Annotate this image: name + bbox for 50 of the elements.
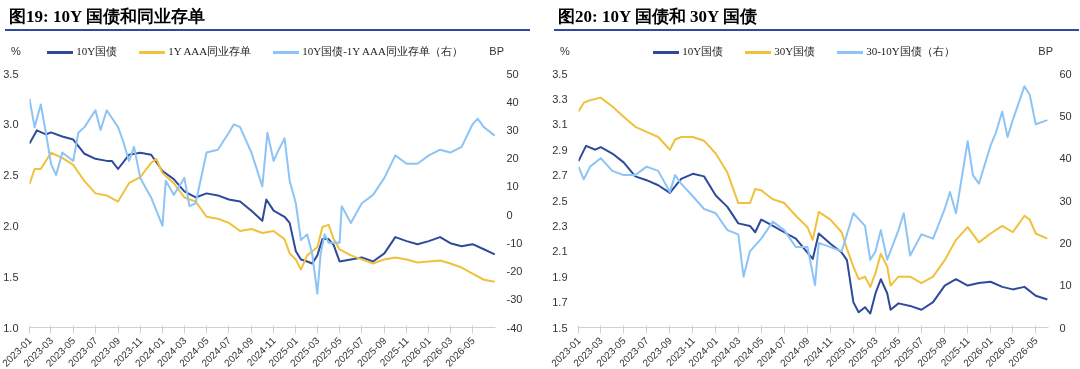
y-tick-label: 3.5 (3, 67, 19, 80)
legend-label: 10Y国债 (75, 44, 118, 59)
y2-tick-label: 0 (1059, 321, 1066, 334)
y2-tick-label: -10 (506, 236, 523, 249)
y2-axis-title: BP (489, 44, 504, 59)
y-tick-label: 3.5 (552, 67, 568, 80)
y-tick-label: 2.3 (552, 219, 568, 232)
y2-tick-label: 50 (506, 67, 519, 80)
y2-tick-label: 0 (506, 208, 513, 221)
y-tick-label: 3.3 (552, 92, 568, 105)
y-axis-title: % (560, 44, 570, 59)
line-series (29, 129, 496, 265)
line-series (29, 97, 496, 295)
y2-tick-label: -20 (506, 265, 523, 278)
legend-label: 30Y国债 (773, 44, 816, 59)
y2-tick-label: 20 (506, 152, 519, 165)
line-series (29, 151, 496, 283)
legend-label: 30-10Y国债（右） (865, 44, 955, 59)
y2-tick-label: 50 (1059, 109, 1072, 122)
legend-label: 1Y AAA同业存单 (167, 44, 252, 59)
legend-label: 10Y国债 (681, 44, 724, 59)
y2-tick-label: 20 (1059, 236, 1072, 249)
y2-tick-label: 60 (1059, 67, 1072, 80)
legend-label: 10Y国债-1Y AAA同业存单（右） (301, 44, 463, 59)
y2-axis-title: BP (1038, 44, 1053, 59)
y-tick-label: 2.1 (552, 245, 568, 258)
y2-tick-label: 30 (1059, 194, 1072, 207)
y-tick-label: 3.0 (3, 118, 19, 131)
y-tick-label: 2.9 (552, 143, 568, 156)
y-tick-label: 2.0 (3, 219, 19, 232)
y2-tick-label: -40 (506, 321, 523, 334)
chart-title: 图19: 10Y 国债和同业存单 (9, 6, 205, 28)
line-series (578, 144, 1049, 315)
y-tick-label: 3.1 (552, 118, 568, 131)
y-tick-label: 2.7 (552, 169, 568, 182)
y-tick-label: 1.7 (552, 296, 568, 309)
y2-tick-label: 10 (1059, 279, 1072, 292)
y-tick-label: 1.5 (552, 321, 568, 334)
y2-tick-label: 30 (506, 123, 519, 136)
y-tick-label: 1.9 (552, 270, 568, 283)
y2-tick-label: 40 (506, 95, 519, 108)
y-tick-label: 2.5 (552, 194, 568, 207)
y-tick-label: 1.0 (3, 321, 19, 334)
y2-tick-label: 10 (506, 180, 519, 193)
y2-tick-label: 40 (1059, 152, 1072, 165)
y-tick-label: 2.5 (3, 169, 19, 182)
y-axis-title: % (11, 44, 21, 59)
y-tick-label: 1.5 (3, 270, 19, 283)
y2-tick-label: -30 (506, 293, 523, 306)
chart-title: 图20: 10Y 国债和 30Y 国债 (558, 6, 757, 28)
